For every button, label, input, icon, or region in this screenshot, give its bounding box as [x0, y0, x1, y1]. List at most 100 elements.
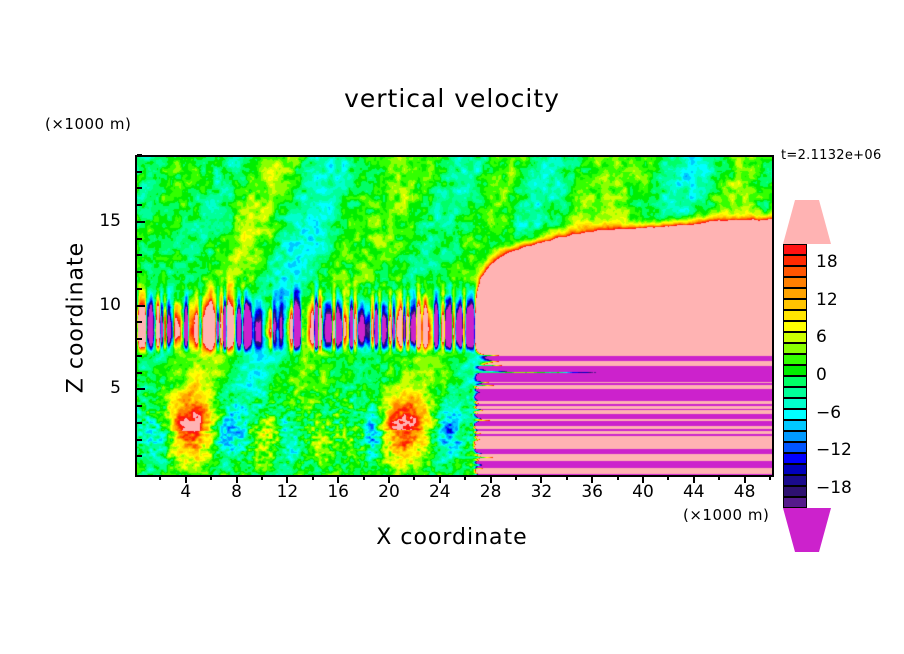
y-tick-minor [137, 271, 142, 274]
colorbar-band [783, 299, 807, 310]
y-tick-minor [137, 371, 142, 374]
x-tick [489, 475, 492, 483]
y-tick-minor [137, 354, 142, 357]
colorbar-band [783, 244, 807, 255]
x-tick-label: 24 [428, 482, 451, 502]
x-tick [540, 475, 543, 483]
y-tick [137, 388, 145, 391]
colorbar-tick-label: 18 [816, 251, 838, 272]
x-tick-minor [616, 475, 619, 480]
timestamp-annotation: t=2.1132e+06 [781, 148, 882, 163]
vertical-velocity-field [137, 157, 772, 475]
x-tick [642, 475, 644, 483]
y-tick-minor [137, 237, 142, 240]
colorbar-band [783, 277, 807, 288]
y-tick-minor [137, 204, 142, 207]
colorbar-band [783, 343, 807, 354]
y-tick-minor [137, 455, 142, 458]
x-tick-label: 12 [276, 482, 299, 502]
x-tick [388, 475, 390, 483]
x-tick-label: 20 [378, 482, 400, 502]
x-tick-minor [464, 475, 467, 480]
colorbar-band [783, 321, 807, 332]
y-tick [137, 220, 145, 223]
x-tick [337, 475, 340, 483]
y-axis-unit-label: (×1000 m) [45, 115, 132, 133]
x-tick-minor [565, 475, 568, 480]
y-tick-minor [137, 287, 142, 290]
x-tick-label: 48 [733, 482, 756, 502]
colorbar-band [783, 486, 807, 497]
x-tick-label: 40 [632, 482, 654, 502]
x-tick [743, 475, 746, 483]
x-tick-minor [515, 475, 517, 480]
x-tick [286, 475, 289, 483]
y-tick-minor [137, 321, 142, 324]
colorbar-band [783, 475, 807, 486]
colorbar-band [783, 354, 807, 365]
x-tick [692, 475, 695, 483]
colorbar-band [783, 442, 807, 453]
colorbar-band [783, 420, 807, 431]
colorbar-band [783, 453, 807, 464]
colorbar-band [783, 409, 807, 420]
colorbar-band [783, 332, 807, 343]
x-tick-minor [159, 475, 162, 480]
x-tick-minor [769, 475, 771, 480]
x-tick-label: 28 [479, 482, 502, 502]
y-tick-label: 15 [99, 210, 121, 231]
colorbar-band [783, 255, 807, 266]
y-tick-label: 5 [110, 378, 121, 399]
x-tick-label: 8 [231, 482, 242, 502]
colorbar-band [783, 464, 807, 475]
y-axis-title: Z coordinate [63, 241, 89, 394]
colorbar-band [783, 266, 807, 277]
colorbar-tick-label: −6 [816, 402, 842, 423]
colorbar-under-arrow [783, 508, 831, 552]
y-tick-minor [137, 154, 142, 156]
y-tick-minor [137, 170, 142, 173]
y-tick-minor [137, 338, 142, 341]
colorbar-tick-label: −18 [816, 478, 852, 499]
x-tick-label: 16 [327, 482, 349, 502]
x-tick-label: 44 [682, 482, 705, 502]
colorbar-tick-label: 12 [816, 289, 838, 310]
colorbar-bands [783, 244, 807, 508]
colorbar-band [783, 365, 807, 376]
x-tick-label: 32 [530, 482, 553, 502]
colorbar-band [783, 497, 807, 508]
x-tick-label: 4 [180, 482, 192, 502]
colorbar-band [783, 310, 807, 321]
y-tick-minor [137, 421, 142, 424]
x-axis-unit-label: (×1000 m) [683, 506, 770, 524]
x-tick [438, 475, 441, 483]
colorbar-band [783, 376, 807, 387]
x-axis-title: X coordinate [376, 525, 528, 550]
colorbar-tick-label: 0 [816, 365, 827, 385]
x-tick-minor [718, 475, 721, 480]
x-tick-minor [362, 475, 365, 480]
y-tick-minor [137, 187, 142, 190]
y-tick [137, 304, 145, 307]
colorbar-band [783, 387, 807, 398]
colorbar-band [783, 431, 807, 442]
y-tick-label: 10 [99, 294, 121, 315]
x-tick-label: 36 [581, 482, 603, 502]
x-tick-minor [210, 475, 213, 480]
colorbar-tick-label: 6 [816, 327, 827, 348]
y-tick-minor [137, 405, 142, 408]
y-tick-minor [137, 438, 142, 441]
x-tick-minor [261, 475, 263, 480]
page-title: vertical velocity [344, 84, 560, 113]
y-tick-minor [137, 254, 142, 257]
x-tick [591, 475, 594, 483]
x-tick-minor [311, 475, 314, 480]
x-tick [235, 475, 238, 483]
colorbar-band [783, 288, 807, 299]
x-tick-minor [667, 475, 670, 480]
colorbar [783, 200, 831, 552]
colorbar-tick-label: −12 [816, 440, 852, 461]
colorbar-over-arrow [783, 200, 831, 244]
colorbar-band [783, 398, 807, 409]
